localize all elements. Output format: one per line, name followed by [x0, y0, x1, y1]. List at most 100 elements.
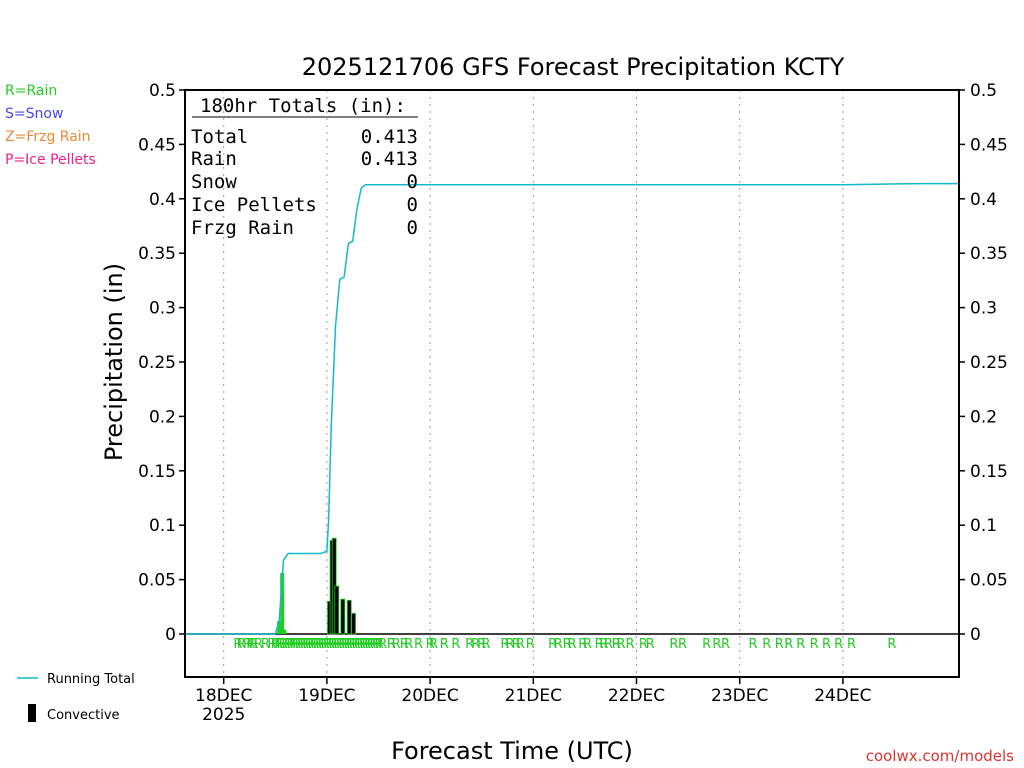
ptype-legend: R=Rain S=Snow Z=Frzg Rain P=Ice Pellets	[5, 83, 96, 168]
y-tick-label-right: 0.25	[970, 353, 1008, 373]
ptype-marker: R	[669, 637, 678, 652]
ptype-marker: R	[749, 637, 758, 652]
ptype-marker: R	[378, 637, 387, 652]
ptype-marker: R	[292, 637, 301, 652]
ptype-marker: R	[284, 637, 293, 652]
ptype-marker: R	[267, 637, 276, 652]
plot-frame	[184, 89, 960, 678]
ptype-marker: R	[414, 637, 423, 652]
ptype-marker: R	[331, 637, 340, 652]
ptype-marker: R	[365, 637, 374, 652]
ptype-marker: R	[271, 637, 280, 652]
ptype-marker: R	[471, 637, 480, 652]
ptype-marker: R	[506, 637, 515, 652]
y-axis-label: Precipitation (in)	[100, 263, 128, 461]
ptype-marker: R	[477, 637, 486, 652]
y-tick-label-left: 0.05	[138, 571, 176, 591]
grid-lines	[185, 90, 959, 677]
ptype-marker: R	[277, 637, 286, 652]
ptype-marker: R	[404, 637, 413, 652]
ptype-marker: R	[354, 637, 363, 652]
ptype-marker: R	[500, 637, 509, 652]
ptype-marker: R	[548, 637, 557, 652]
y-tick-label-left: 0.4	[149, 190, 176, 210]
x-tick-label: 20DEC	[401, 686, 458, 706]
ptype-marker: R	[526, 637, 535, 652]
convective-bar	[346, 599, 352, 635]
ptype-marker: R	[323, 637, 332, 652]
y-tick-label-left: 0.25	[138, 353, 176, 373]
ptype-marker: R	[359, 637, 368, 652]
ptype-marker: R	[300, 637, 309, 652]
totals-value-freezing-rain: 0	[407, 217, 418, 239]
ptype-marker: R	[712, 637, 721, 652]
ptype-marker: R	[367, 637, 376, 652]
convective-legend-label: Convective	[47, 708, 120, 723]
totals-value-snow: 0	[407, 171, 418, 193]
legend-rain: R=Rain	[5, 83, 57, 99]
convective-bar	[351, 612, 356, 635]
ptype-marker: R	[308, 637, 317, 652]
ptype-marker: R	[313, 637, 322, 652]
ptype-marker: R	[810, 637, 819, 652]
ptype-marker: R	[392, 637, 401, 652]
ptype-marker: R	[784, 637, 793, 652]
credit-text: coolwx.com/models	[866, 747, 1014, 765]
totals-label-snow: Snow	[191, 171, 237, 193]
ptype-marker: R	[341, 637, 350, 652]
ptype-marker: R	[626, 637, 635, 652]
totals-label-ice-pellets: Ice Pellets	[191, 194, 317, 216]
y-tick-label-left: 0.1	[149, 516, 176, 536]
ptype-marker: R	[328, 637, 337, 652]
ptype-marker: R	[554, 637, 563, 652]
ptype-marker: R	[372, 637, 381, 652]
ptype-marker: R	[796, 637, 805, 652]
x-tick-label: 18DEC	[195, 686, 252, 706]
y-tick-label-left: 0.15	[138, 462, 176, 482]
ptype-marker: R	[303, 637, 312, 652]
chart-title: 2025121706 GFS Forecast Precipitation KC…	[302, 53, 845, 81]
totals-value-total: 0.413	[361, 126, 418, 148]
ptype-marker: R	[822, 637, 831, 652]
legend-ice-pellets: P=Ice Pellets	[5, 152, 96, 168]
ptype-marker: R	[344, 637, 353, 652]
ptype-marker: R	[310, 637, 319, 652]
ptype-marker: R	[599, 637, 608, 652]
ptype-marker: R	[595, 637, 604, 652]
ptype-marker: R	[775, 637, 784, 652]
y-tick-label-left: 0.35	[138, 244, 176, 264]
totals-label-freezing-rain: Frzg Rain	[191, 217, 294, 239]
ptype-marker: R	[295, 637, 304, 652]
x-tick-label: 24DEC	[814, 686, 871, 706]
y-tick-label-right: 0	[970, 625, 981, 645]
totals-value-ice-pellets: 0	[407, 194, 418, 216]
x-axis-label: Forecast Time (UTC)	[391, 737, 633, 765]
ptype-marker: R	[362, 637, 371, 652]
ptype-marker: R	[451, 637, 460, 652]
y-tick-label-right: 0.4	[970, 190, 997, 210]
ptype-marker: R	[646, 637, 655, 652]
ptype-marker: R	[426, 637, 435, 652]
x-tick-sublabel: 2025	[202, 705, 245, 725]
ptype-marker: R	[834, 637, 843, 652]
ptype-marker: R	[237, 637, 246, 652]
ptype-marker: R	[346, 637, 355, 652]
x-tick-label: 21DEC	[505, 686, 562, 706]
totals-label-total: Total	[191, 126, 248, 148]
ptype-marker: R	[563, 637, 572, 652]
ptype-marker: R	[375, 637, 384, 652]
y-tick-label-right: 0.5	[970, 81, 997, 101]
ptype-marker: R	[318, 637, 327, 652]
ptype-marker: R	[612, 637, 621, 652]
ptype-marker: R	[583, 637, 592, 652]
ptype-marker: R	[639, 637, 648, 652]
totals-header: 180hr Totals (in):	[200, 95, 406, 117]
ptype-marker: R	[339, 637, 348, 652]
bars	[277, 537, 356, 635]
ptype-marker: R	[604, 637, 613, 652]
ptype-marker: R	[287, 637, 296, 652]
y-tick-label-right: 0.45	[970, 135, 1008, 155]
ptype-marker: R	[387, 637, 396, 652]
ptype-marker: R	[887, 637, 896, 652]
